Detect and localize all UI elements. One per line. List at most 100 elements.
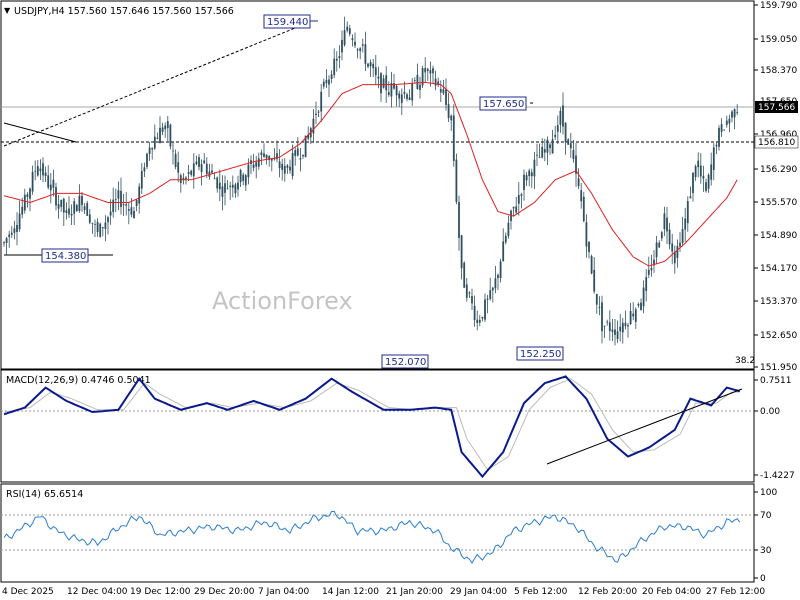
candle-body	[564, 122, 567, 142]
candle-body	[517, 195, 520, 204]
candle-body	[107, 217, 109, 223]
candle-body	[60, 199, 63, 207]
candle-body	[723, 129, 726, 131]
candle-body	[653, 259, 655, 266]
candle-body	[715, 144, 718, 147]
candle-body	[380, 73, 382, 94]
svg-text:154.170: 154.170	[760, 264, 797, 274]
candle-body	[736, 111, 739, 113]
candle-body	[135, 200, 138, 206]
candle-body	[694, 166, 697, 178]
candle-body	[634, 309, 637, 322]
candle-body	[385, 75, 388, 91]
candle-body	[200, 164, 203, 173]
label-157650: 157.650	[479, 96, 527, 111]
candle-body	[283, 166, 286, 174]
candle-body	[341, 39, 343, 53]
rsi-line	[3, 510, 741, 564]
candle-body	[315, 113, 317, 115]
svg-text:151.950: 151.950	[760, 363, 797, 373]
candle-body	[429, 70, 432, 74]
candle-body	[57, 204, 60, 209]
price-panel-title: USDJPY,H4 157.560 157.646 157.560 157.56…	[14, 6, 234, 17]
candle-body	[481, 316, 484, 319]
candle-body	[627, 325, 629, 327]
candle-body	[608, 322, 611, 331]
candle-body	[455, 159, 458, 202]
svg-text:0: 0	[760, 574, 766, 584]
candle-body	[546, 139, 549, 153]
candle-body	[733, 109, 736, 118]
candle-body	[510, 210, 512, 222]
candle-body	[333, 58, 336, 76]
candle-body	[68, 208, 70, 215]
label-152070: 152.070	[381, 354, 429, 369]
candle-body	[138, 186, 141, 204]
x-tick-label: 20 Feb 04:00	[642, 587, 701, 597]
candle-body	[148, 147, 151, 154]
candle-body	[424, 68, 427, 73]
candle-body	[5, 238, 8, 243]
candle-body	[629, 311, 632, 325]
candle-body	[374, 67, 377, 76]
candle-body	[229, 185, 232, 188]
candle-body	[120, 190, 122, 207]
candle-body	[538, 157, 541, 158]
candle-body	[372, 63, 375, 69]
candle-body	[598, 307, 601, 309]
candle-body	[101, 227, 104, 229]
rsi-y-axis: 100 70 30 0	[754, 488, 777, 584]
candle-body	[588, 241, 590, 253]
candle-body	[686, 201, 689, 224]
candle-body	[556, 125, 559, 132]
candle-body	[351, 38, 354, 41]
current-price-tag: 157.566	[755, 101, 798, 113]
candle-body	[312, 118, 315, 134]
candle-body	[29, 188, 31, 199]
candle-body	[231, 184, 234, 188]
candle-body	[44, 172, 47, 177]
candle-body	[291, 152, 294, 177]
candle-body	[655, 242, 658, 258]
svg-text:100: 100	[760, 488, 777, 498]
candle-body	[335, 58, 338, 61]
candle-body	[364, 44, 367, 64]
candle-body	[205, 163, 208, 174]
candle-body	[452, 115, 455, 161]
candle-body	[172, 150, 174, 152]
candle-body	[621, 322, 624, 333]
candle-body	[125, 204, 128, 206]
candle-body	[658, 242, 661, 248]
fib-label: 38.2	[735, 356, 755, 366]
svg-text:158.370: 158.370	[760, 66, 797, 76]
candle-body	[198, 157, 200, 167]
candle-body	[166, 121, 169, 129]
candle-body	[632, 313, 635, 317]
candle-body	[140, 171, 143, 189]
svg-text:157.650: 157.650	[483, 99, 524, 110]
candle-body	[278, 161, 281, 169]
candle-body	[640, 302, 642, 310]
label-159440: 159.440	[263, 14, 311, 29]
candle-body	[497, 274, 499, 279]
macd-signal-line	[3, 378, 740, 471]
candle-body	[78, 195, 81, 211]
candle-body	[603, 325, 606, 327]
candle-body	[273, 158, 276, 160]
candle-body	[569, 143, 572, 149]
candle-body	[114, 199, 117, 201]
svg-text:157.566: 157.566	[758, 103, 795, 113]
macd-line	[3, 375, 741, 479]
candle-body	[523, 174, 525, 191]
candle-body	[679, 242, 681, 247]
candle-body	[190, 170, 193, 175]
candle-body	[55, 187, 57, 206]
candle-body	[307, 134, 310, 139]
candle-body	[582, 196, 585, 222]
candle-body	[528, 170, 531, 177]
candle-body	[81, 195, 83, 206]
candle-body	[400, 94, 403, 103]
svg-text:156.810: 156.810	[758, 138, 795, 148]
x-tick-label: 12 Feb 20:00	[578, 587, 637, 597]
x-tick-label: 27 Feb 12:00	[706, 587, 765, 597]
